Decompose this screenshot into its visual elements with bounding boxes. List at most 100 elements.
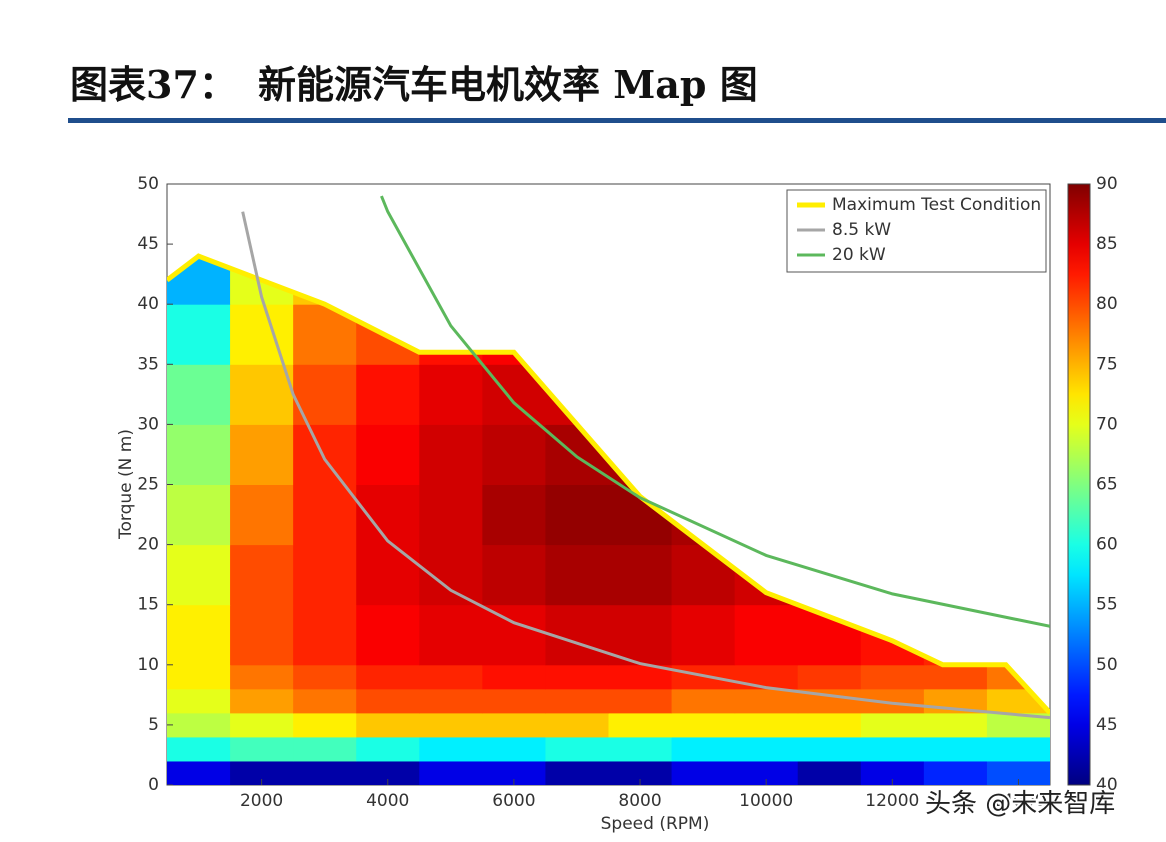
y-tick-label: 40 [137, 294, 159, 314]
y-axis-label: Torque (N m) [116, 429, 136, 540]
colorbar-tick-label: 55 [1096, 595, 1118, 615]
x-tick-label: 4000 [366, 791, 409, 811]
legend-label: 8.5 kW [832, 220, 891, 240]
efficiency-cell [734, 604, 799, 666]
x-tick-label: 8000 [618, 791, 661, 811]
efficiency-cell [482, 688, 546, 714]
efficiency-cell [545, 484, 609, 546]
efficiency-cell [923, 760, 988, 785]
efficiency-cell [608, 604, 673, 666]
efficiency-cell [167, 484, 231, 546]
efficiency-cell [167, 664, 231, 690]
efficiency-cell [419, 604, 483, 666]
efficiency-cell [419, 688, 483, 714]
efficiency-cell [419, 760, 483, 785]
efficiency-cell [356, 604, 420, 666]
efficiency-cell [167, 364, 231, 425]
y-tick-label: 10 [137, 655, 159, 675]
efficiency-cell [545, 712, 609, 738]
efficiency-cell [293, 424, 357, 485]
efficiency-cell [230, 688, 294, 714]
efficiency-cell [230, 544, 294, 606]
efficiency-cell [293, 484, 357, 546]
efficiency-cell [419, 484, 483, 546]
colorbar-tick-label: 65 [1096, 475, 1118, 495]
efficiency-cell [293, 760, 357, 785]
series-line [241, 211, 1050, 720]
efficiency-cell [293, 736, 357, 762]
efficiency-cell [356, 712, 420, 738]
colorbar-tick-label: 50 [1096, 655, 1118, 675]
efficiency-cell [923, 736, 988, 762]
colorbar-tick-label: 70 [1096, 414, 1118, 434]
efficiency-cell [860, 736, 925, 762]
efficiency-cell [356, 664, 420, 690]
efficiency-cell [671, 688, 736, 714]
efficiency-cell [797, 664, 862, 690]
efficiency-cell [671, 736, 736, 762]
efficiency-cell [671, 604, 736, 666]
efficiency-cell [230, 364, 294, 425]
y-tick-label: 5 [148, 715, 159, 735]
efficiency-cell [230, 304, 294, 365]
colorbar-tick-label: 80 [1096, 294, 1118, 314]
efficiency-cell [230, 712, 294, 738]
efficiency-cell [734, 712, 799, 738]
efficiency-cell [419, 364, 483, 425]
efficiency-cell [482, 424, 546, 485]
efficiency-cell [356, 736, 420, 762]
watermark: 头条 @未来智库 [925, 789, 1115, 819]
colorbar-tick-label: 85 [1096, 234, 1118, 254]
x-tick-label: 12000 [865, 791, 919, 811]
efficiency-cell [923, 712, 988, 738]
efficiency-cell [167, 712, 231, 738]
colorbar-tick-label: 60 [1096, 535, 1118, 555]
efficiency-cell [797, 736, 862, 762]
curves [167, 195, 1050, 720]
efficiency-cell [608, 688, 673, 714]
legend: Maximum Test Condition 8.5 kW 20 kW [786, 189, 1047, 273]
efficiency-cell [545, 736, 609, 762]
axes: 2000 4000 6000 8000 10000 12000 14000 0 5 10 15 20 2… [137, 174, 1117, 811]
efficiency-cell [293, 604, 357, 666]
efficiency-cell [482, 664, 546, 690]
efficiency-cell [797, 760, 862, 785]
x-tick-label: 6000 [492, 791, 535, 811]
efficiency-cell [482, 604, 546, 666]
efficiency-cell [293, 544, 357, 606]
efficiency-cell [230, 664, 294, 690]
efficiency-cell [986, 736, 1050, 762]
efficiency-cell [167, 736, 231, 762]
efficiency-cell [167, 760, 231, 785]
efficiency-cell [167, 688, 231, 714]
y-tick-label: 0 [148, 775, 159, 795]
efficiency-cell [545, 760, 609, 785]
x-tick-label: 14000 [991, 791, 1045, 811]
legend-label: Maximum Test Condition [832, 195, 1041, 215]
efficiency-cell [419, 424, 483, 485]
efficiency-cell [545, 544, 609, 606]
efficiency-cell [356, 544, 420, 606]
efficiency-cell [482, 736, 546, 762]
efficiency-cell [734, 736, 799, 762]
legend-box [786, 189, 1047, 273]
efficiency-cell [293, 664, 357, 690]
y-tick-label: 45 [137, 234, 159, 254]
efficiency-cell [860, 664, 925, 690]
efficiency-cell [419, 736, 483, 762]
colorbar [1067, 183, 1091, 786]
efficiency-cell [230, 484, 294, 546]
efficiency-cell [167, 544, 231, 606]
efficiency-cell [797, 712, 862, 738]
efficiency-cell [923, 664, 988, 690]
efficiency-cell [671, 760, 736, 785]
header-title: 新能源汽车电机效率 Map 图 [258, 62, 758, 107]
efficiency-cell [482, 712, 546, 738]
y-tick-label: 50 [137, 174, 159, 194]
legend-label: 20 kW [832, 245, 886, 265]
efficiency-cell [356, 424, 420, 485]
x-tick-label: 2000 [240, 791, 283, 811]
efficiency-cell [608, 712, 673, 738]
efficiency-cell [356, 688, 420, 714]
